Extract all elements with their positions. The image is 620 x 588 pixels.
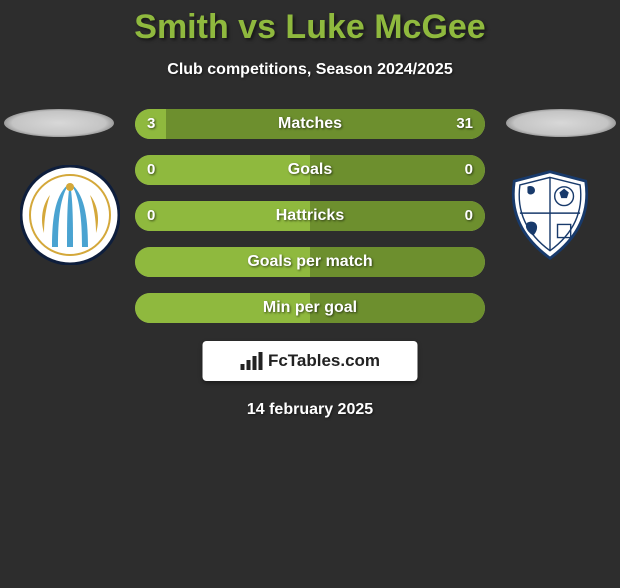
stat-value-right: 0 <box>453 155 485 185</box>
player-shadow-right <box>506 109 616 137</box>
stat-label: Hattricks <box>135 201 485 231</box>
player-shadow-left <box>4 109 114 137</box>
stat-bar: Goals0 0 <box>135 155 485 185</box>
club-crest-right <box>500 165 600 265</box>
stat-label: Goals <box>135 155 485 185</box>
date-text: 14 february 2025 <box>0 401 620 419</box>
brand-text: FcTables.com <box>268 351 380 371</box>
subtitle: Club competitions, Season 2024/2025 <box>0 61 620 79</box>
bar-chart-icon <box>240 351 264 371</box>
stat-bar: Goals per match <box>135 247 485 277</box>
stat-value-right: 31 <box>444 109 485 139</box>
stat-value-right: 0 <box>453 201 485 231</box>
stat-bar: Hattricks0 0 <box>135 201 485 231</box>
crest-left-icon <box>20 165 120 265</box>
stat-value-left: 0 <box>135 155 167 185</box>
page-title: Smith vs Luke McGee <box>0 8 620 47</box>
stat-bar: Matches3 31 <box>135 109 485 139</box>
stat-label: Goals per match <box>135 247 485 277</box>
crest-right-icon <box>503 168 597 262</box>
stat-label: Matches <box>135 109 485 139</box>
stat-bars: Matches331Goals00Hattricks00Goals per ma… <box>135 109 485 339</box>
stat-value-left: 3 <box>135 109 167 139</box>
brand-badge: FcTables.com <box>203 341 418 381</box>
stat-value-left: 0 <box>135 201 167 231</box>
stat-label: Min per goal <box>135 293 485 323</box>
club-crest-left <box>20 165 120 265</box>
stat-bar: Min per goal <box>135 293 485 323</box>
